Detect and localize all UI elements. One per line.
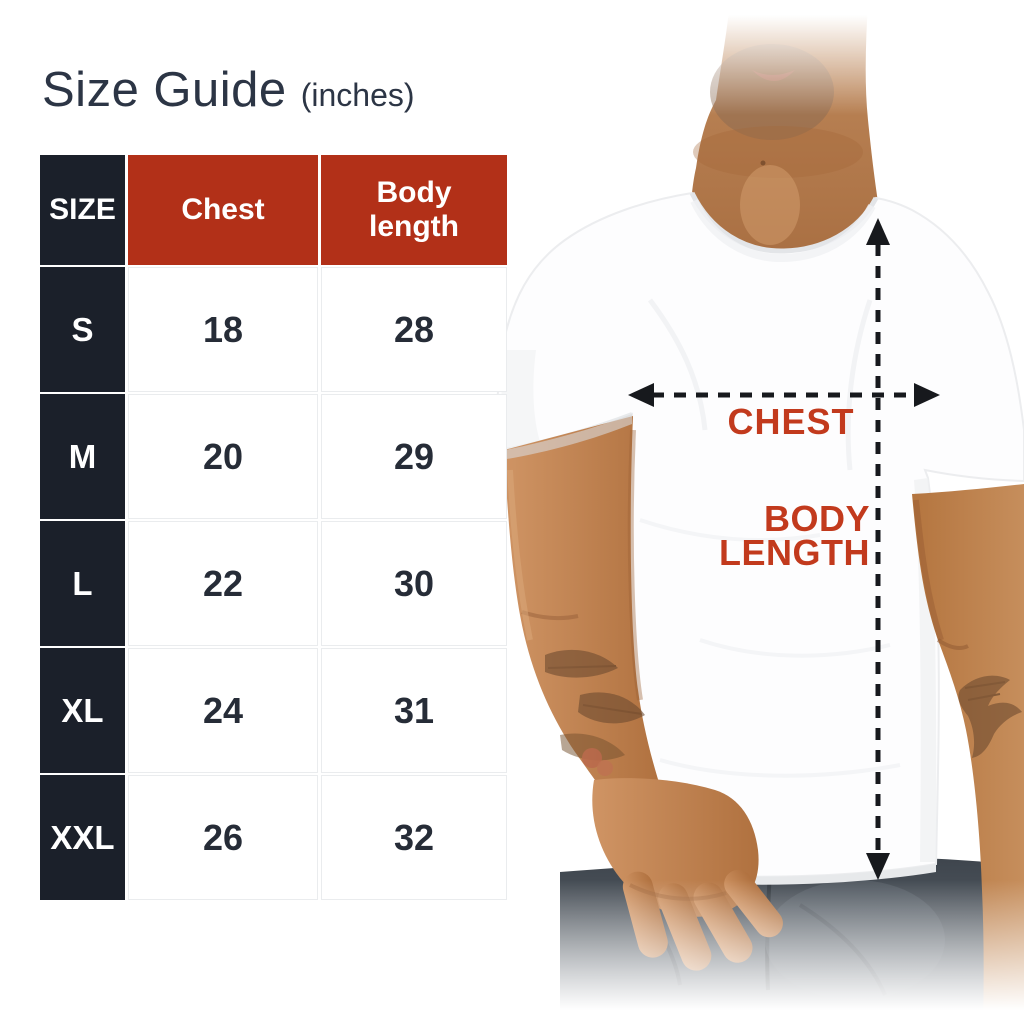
cell-l-body-length: 30 — [321, 521, 507, 646]
chest-arrow — [628, 383, 940, 407]
body-length-arrow — [866, 218, 890, 880]
row-size-s: S — [40, 267, 125, 392]
column-header-chest: Chest — [128, 155, 318, 265]
page-title-unit: (inches) — [300, 77, 415, 113]
cell-l-chest: 22 — [128, 521, 318, 646]
photo-bottom-fade — [460, 880, 1024, 1024]
body-length-label-line1: BODY — [763, 498, 870, 539]
row-size-xxl: XXL — [40, 775, 125, 900]
cell-xl-chest: 24 — [128, 648, 318, 773]
cell-s-chest: 18 — [128, 267, 318, 392]
body-length-measurement-label: BODY LENGTH — [660, 498, 870, 573]
column-header-chest-label: Chest — [181, 192, 265, 226]
row-size-l: L — [40, 521, 125, 646]
cell-m-chest: 20 — [128, 394, 318, 519]
column-header-body-length: Body length — [321, 155, 507, 265]
body-length-label-line2: LENGTH — [719, 532, 870, 573]
row-size-xl: XL — [40, 648, 125, 773]
page-title-text: Size Guide — [42, 63, 287, 117]
page-title: Size Guide (inches) — [42, 62, 415, 118]
size-table: SIZE Chest Body length S 18 28 M 20 29 L… — [40, 155, 507, 900]
chest-measurement-label: CHEST — [727, 401, 855, 442]
column-header-body-length-label: Body length — [369, 175, 459, 244]
cell-xxl-body-length: 32 — [321, 775, 507, 900]
cell-s-body-length: 28 — [321, 267, 507, 392]
cell-m-body-length: 29 — [321, 394, 507, 519]
cell-xxl-chest: 26 — [128, 775, 318, 900]
bird-tattoo — [958, 675, 1022, 758]
forearm-tattoos — [545, 649, 645, 776]
column-header-size: SIZE — [40, 155, 125, 265]
model-neck — [688, 0, 882, 262]
cell-xl-body-length: 31 — [321, 648, 507, 773]
row-size-m: M — [40, 394, 125, 519]
